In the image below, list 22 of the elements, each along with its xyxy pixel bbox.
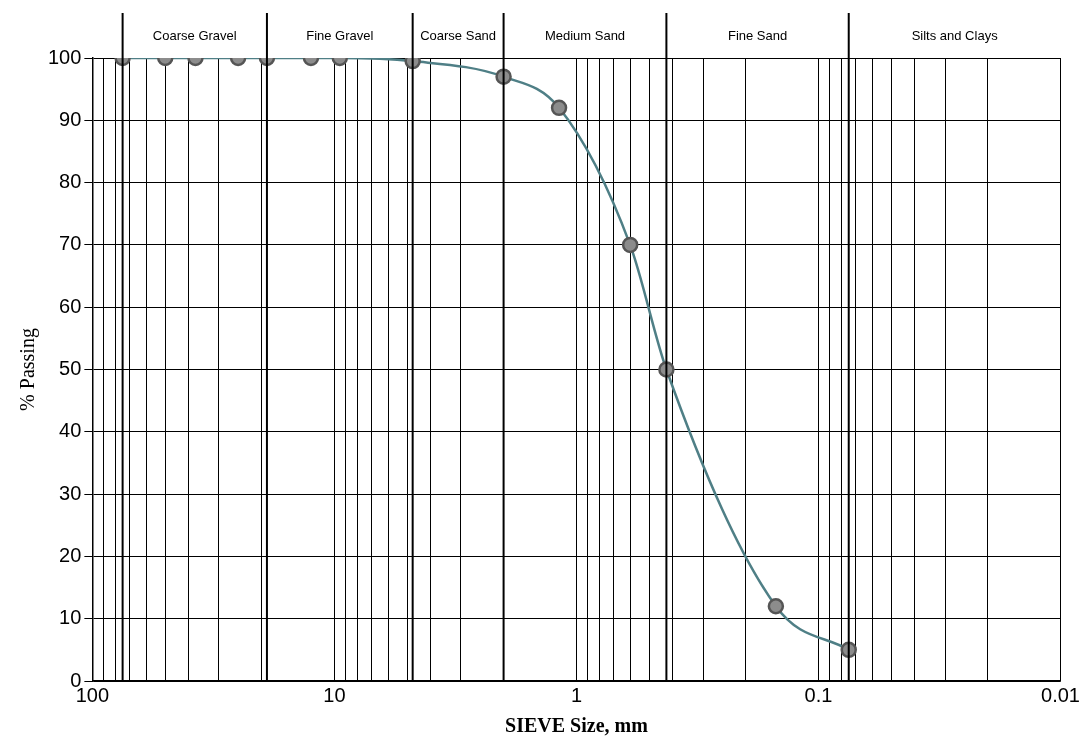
y-tick-label: 70 [59, 232, 82, 255]
y-tick-label: 20 [59, 543, 82, 566]
y-tick-label: 10 [59, 606, 82, 629]
y-tick-label: 60 [59, 294, 82, 317]
text: Coarse Gravel [152, 27, 237, 43]
text: Medium Sand [544, 27, 626, 43]
text: Coarse Sand [420, 27, 497, 43]
y-tick-label: 90 [59, 107, 82, 130]
y-tick-label: 50 [59, 357, 82, 380]
x-axis-title: SIEVE Size, mm [505, 714, 649, 737]
x-tick-label: 0.1 [804, 683, 833, 706]
x-tick-label: 0.01 [1041, 683, 1081, 706]
y-axis-title: % Passing [16, 328, 40, 411]
y-tick-label: 30 [59, 481, 82, 504]
x-tick-label: 10 [323, 683, 346, 706]
x-tick-label: 1 [570, 683, 583, 706]
y-tick-label: 100 [47, 45, 82, 68]
y-tick-label: 40 [59, 419, 82, 442]
y-tick-label: 80 [59, 170, 82, 193]
text: Fine Gravel [306, 27, 374, 43]
text: Silts and Clays [911, 27, 999, 43]
text: Fine Sand [727, 27, 788, 43]
